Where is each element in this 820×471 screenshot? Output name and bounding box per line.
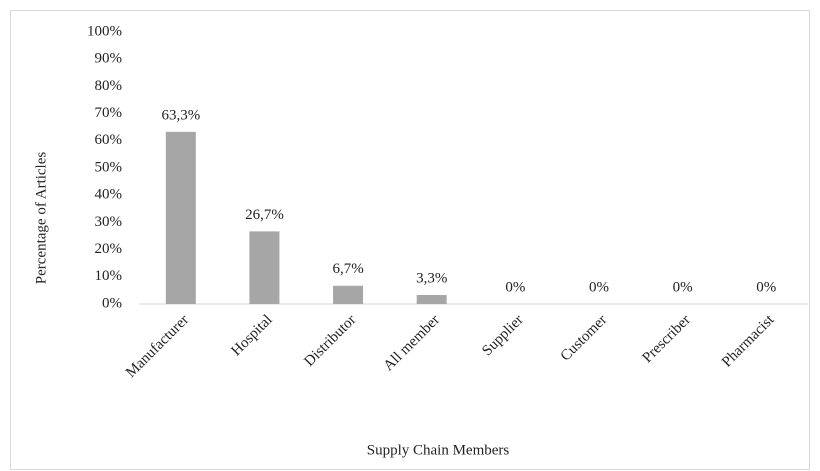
y-tick-label: 10% [95, 268, 123, 284]
bar [165, 131, 196, 304]
bar [416, 295, 447, 304]
x-axis-title: Supply Chain Members [367, 442, 510, 458]
y-tick-label: 90% [95, 51, 123, 67]
y-tick-label: 30% [95, 214, 123, 230]
value-label: 26,7% [245, 207, 284, 223]
bar [333, 285, 364, 304]
chart-border [10, 10, 810, 470]
y-tick-label: 70% [95, 105, 123, 121]
y-tick-label: 20% [95, 241, 123, 257]
bar [249, 231, 280, 304]
y-tick-label: 60% [95, 132, 123, 148]
y-tick-label: 0% [102, 295, 122, 311]
value-label: 63,3% [161, 107, 200, 123]
value-label: 3,3% [416, 270, 447, 286]
y-tick-label: 100% [87, 23, 122, 39]
y-tick-label: 80% [95, 78, 123, 94]
y-tick-label: 50% [95, 159, 123, 175]
y-tick-label: 40% [95, 187, 123, 203]
y-axis-title: Percentage of Articles [33, 152, 49, 285]
value-label: 0% [505, 279, 525, 295]
value-label: 0% [756, 279, 776, 295]
value-label: 0% [589, 279, 609, 295]
value-label: 0% [673, 279, 693, 295]
value-label: 6,7% [332, 261, 363, 277]
